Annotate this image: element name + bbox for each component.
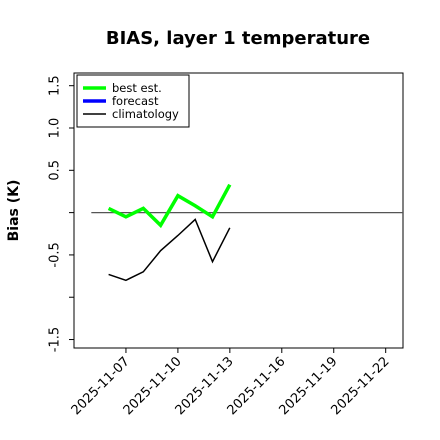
y-tick-label: -1.5 bbox=[48, 327, 63, 352]
series-group bbox=[107, 183, 232, 282]
legend-entry: best est. bbox=[112, 81, 162, 95]
y-tick-label: 1.0 bbox=[48, 118, 63, 139]
y-axis-ticks: -1.5 -0.5 0.5 1.0 1.5 bbox=[48, 75, 74, 352]
legend-entry: climatology bbox=[112, 107, 179, 121]
y-tick-label: 0.5 bbox=[48, 160, 63, 181]
y-tick-label: -0.5 bbox=[48, 242, 63, 267]
x-axis-ticks: 2025-11-072025-11-102025-11-132025-11-16… bbox=[69, 348, 393, 418]
series-line-best-est bbox=[107, 183, 232, 229]
legend-entry: forecast bbox=[112, 94, 159, 108]
y-tick-label: 1.5 bbox=[48, 75, 63, 96]
series-line-climatology bbox=[108, 218, 231, 282]
chart-title: BIAS, layer 1 temperature bbox=[106, 28, 370, 49]
y-axis-label: Bias (K) bbox=[6, 180, 22, 242]
